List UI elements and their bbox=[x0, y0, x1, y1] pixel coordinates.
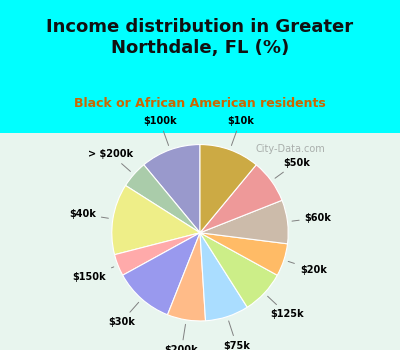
Text: Black or African American residents: Black or African American residents bbox=[74, 97, 326, 110]
Text: $125k: $125k bbox=[268, 296, 304, 319]
Wedge shape bbox=[200, 233, 288, 275]
Wedge shape bbox=[200, 145, 256, 233]
Wedge shape bbox=[144, 145, 200, 233]
Wedge shape bbox=[112, 186, 200, 255]
Text: $20k: $20k bbox=[288, 261, 327, 274]
Text: $10k: $10k bbox=[227, 116, 254, 146]
Text: > $200k: > $200k bbox=[88, 149, 133, 172]
Text: $100k: $100k bbox=[143, 116, 176, 146]
Text: $200k: $200k bbox=[164, 324, 198, 350]
Text: $50k: $50k bbox=[275, 158, 310, 178]
Wedge shape bbox=[114, 233, 200, 275]
Text: $75k: $75k bbox=[223, 321, 250, 350]
Text: $150k: $150k bbox=[72, 267, 114, 282]
Wedge shape bbox=[200, 165, 282, 233]
Wedge shape bbox=[200, 233, 277, 307]
Wedge shape bbox=[200, 200, 288, 244]
Text: City-Data.com: City-Data.com bbox=[255, 144, 325, 154]
Text: $60k: $60k bbox=[292, 213, 332, 223]
Wedge shape bbox=[123, 233, 200, 315]
Text: $30k: $30k bbox=[108, 302, 139, 327]
Text: Income distribution in Greater
Northdale, FL (%): Income distribution in Greater Northdale… bbox=[46, 18, 354, 57]
Text: $40k: $40k bbox=[69, 209, 108, 219]
Wedge shape bbox=[200, 233, 247, 321]
Wedge shape bbox=[126, 165, 200, 233]
Wedge shape bbox=[168, 233, 206, 321]
